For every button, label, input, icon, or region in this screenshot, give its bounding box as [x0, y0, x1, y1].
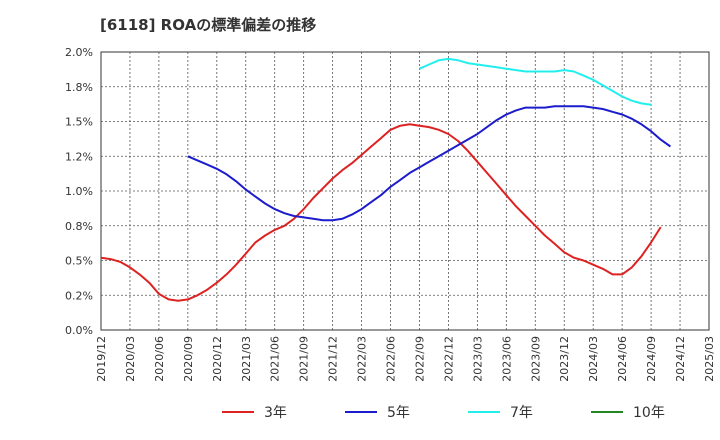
- x-tick-label: 2021/09: [298, 336, 311, 382]
- series-line-7年: [419, 57, 652, 106]
- y-tick-label: 0.0%: [65, 324, 93, 337]
- x-tick-label: 2022/06: [385, 336, 398, 382]
- x-tick-label: 2022/09: [413, 336, 426, 382]
- legend-label: 5年: [387, 405, 410, 421]
- x-tick-label: 2024/12: [674, 336, 687, 382]
- x-tick-label: 2020/09: [182, 336, 195, 382]
- x-tick-label: 2021/06: [269, 336, 282, 382]
- x-tick-label: 2023/12: [558, 336, 571, 382]
- y-tick-label: 0.2%: [65, 289, 93, 302]
- y-tick-label: 1.8%: [65, 81, 93, 94]
- x-tick-label: 2021/03: [240, 336, 253, 382]
- x-tick-label: 2022/12: [442, 336, 455, 382]
- x-tick-label: 2025/03: [703, 336, 716, 382]
- x-tick-label: 2024/06: [616, 336, 629, 382]
- series-line-3年: [100, 123, 662, 302]
- y-tick-label: 1.0%: [65, 185, 93, 198]
- x-tick-label: 2019/12: [95, 336, 108, 382]
- x-axis-ticks: 2019/12 2020/03 2020/06 2020/09 2020/12 2021/…: [95, 336, 716, 382]
- x-tick-label: 2024/09: [645, 336, 658, 382]
- y-tick-label: 0.5%: [65, 255, 93, 268]
- y-tick-label: 1.5%: [65, 116, 93, 129]
- legend: 3年 5年 7年 10年: [222, 405, 665, 421]
- chart-title: [6118] ROAの標準偏差の推移: [100, 16, 317, 34]
- x-tick-label: 2023/06: [500, 336, 513, 382]
- legend-label: 10年: [633, 405, 665, 421]
- y-axis-ticks: 0.0% 0.2% 0.5% 0.8% 1.0% 1.2% 1.5% 1.8% 2.0%: [65, 46, 93, 337]
- x-tick-label: 2024/03: [587, 336, 600, 382]
- series-lines: [100, 57, 671, 302]
- x-tick-label: 2022/03: [356, 336, 369, 382]
- x-tick-label: 2020/06: [153, 336, 166, 382]
- legend-label: 7年: [510, 405, 533, 421]
- y-tick-label: 1.2%: [65, 150, 93, 163]
- x-tick-label: 2023/03: [471, 336, 484, 382]
- series-line-5年: [187, 105, 671, 222]
- x-tick-label: 2023/09: [529, 336, 542, 382]
- x-tick-label: 2021/12: [327, 336, 340, 382]
- y-tick-label: 2.0%: [65, 46, 93, 59]
- grid-lines: [101, 52, 709, 330]
- legend-label: 3年: [264, 405, 287, 421]
- y-tick-label: 0.8%: [65, 220, 93, 233]
- x-tick-label: 2020/12: [211, 336, 224, 382]
- x-tick-label: 2020/03: [124, 336, 137, 382]
